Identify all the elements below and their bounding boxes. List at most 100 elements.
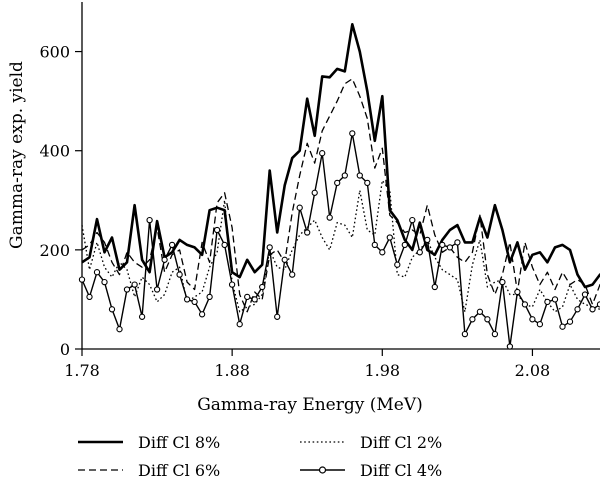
data-point bbox=[161, 256, 168, 263]
data-point bbox=[424, 236, 431, 244]
data-point bbox=[101, 278, 108, 286]
data-point bbox=[514, 288, 521, 296]
data-point bbox=[93, 269, 101, 276]
series-2 bbox=[81, 78, 600, 313]
data-point bbox=[326, 214, 333, 221]
series-line bbox=[81, 78, 600, 313]
data-point bbox=[289, 271, 296, 278]
data-point bbox=[581, 291, 589, 298]
data-point bbox=[506, 343, 514, 350]
data-point bbox=[228, 281, 236, 288]
data-point bbox=[266, 244, 273, 251]
data-point bbox=[416, 249, 423, 256]
data-point bbox=[236, 321, 243, 328]
data-point bbox=[304, 229, 311, 236]
data-point bbox=[401, 241, 408, 249]
data-point bbox=[168, 241, 176, 249]
x-tick-label: 1.88 bbox=[214, 361, 250, 380]
data-point bbox=[244, 293, 251, 301]
y-tick-label: 400 bbox=[39, 142, 70, 161]
data-point bbox=[379, 249, 386, 256]
y-axis-label: Gamma-ray exp. yield bbox=[7, 61, 27, 249]
data-point bbox=[296, 204, 303, 211]
data-point bbox=[536, 321, 544, 328]
data-point bbox=[529, 316, 536, 323]
data-point bbox=[439, 241, 446, 249]
data-point bbox=[274, 313, 281, 320]
legend-label: Diff Cl 8% bbox=[138, 433, 220, 452]
data-point bbox=[431, 283, 438, 291]
data-point bbox=[259, 283, 266, 291]
chart-axes: 0 200 400 600 1.78 1.88 1.98 2.08 bbox=[39, 2, 600, 380]
x-tick-label: 2.08 bbox=[515, 361, 551, 380]
data-point bbox=[138, 313, 146, 320]
legend-item: Diff Cl 6% bbox=[78, 461, 220, 480]
x-tick-label: 1.78 bbox=[64, 361, 100, 380]
data-point bbox=[176, 271, 183, 278]
data-point bbox=[499, 278, 506, 286]
data-point bbox=[589, 306, 596, 313]
series-layer bbox=[78, 23, 600, 350]
legend-item: Diff Cl 8% bbox=[78, 433, 220, 452]
legend-label: Diff Cl 6% bbox=[138, 461, 220, 480]
data-point bbox=[213, 226, 221, 234]
data-point bbox=[461, 330, 469, 338]
data-point bbox=[476, 308, 484, 315]
data-point bbox=[469, 316, 476, 323]
y-tick-label: 200 bbox=[39, 241, 70, 260]
series-4 bbox=[78, 130, 600, 350]
data-point bbox=[394, 261, 401, 268]
data-point bbox=[446, 244, 454, 251]
data-point bbox=[491, 330, 499, 338]
data-point bbox=[574, 306, 581, 313]
x-tick-label: 1.98 bbox=[364, 361, 400, 380]
data-point bbox=[596, 301, 600, 308]
series-1 bbox=[81, 23, 600, 289]
data-point bbox=[341, 172, 348, 179]
data-point bbox=[86, 293, 93, 301]
data-point bbox=[364, 179, 371, 187]
data-point bbox=[311, 189, 318, 196]
y-tick-label: 0 bbox=[60, 340, 70, 359]
series-line bbox=[81, 23, 600, 289]
data-point bbox=[484, 316, 491, 323]
data-point bbox=[153, 286, 161, 293]
data-point bbox=[409, 216, 416, 224]
x-axis-label: Gamma-ray Energy (MeV) bbox=[197, 395, 423, 415]
data-point bbox=[183, 296, 191, 303]
data-point bbox=[386, 234, 393, 241]
data-point bbox=[566, 318, 574, 325]
legend-item: Diff Cl 4% bbox=[300, 461, 442, 480]
data-point bbox=[191, 298, 198, 306]
data-point bbox=[221, 241, 228, 249]
legend-label: Diff Cl 4% bbox=[360, 461, 442, 480]
y-tick-label: 600 bbox=[39, 43, 70, 62]
data-point bbox=[108, 306, 116, 313]
data-point bbox=[551, 296, 559, 303]
data-point bbox=[251, 296, 258, 303]
data-point bbox=[454, 239, 461, 246]
data-point bbox=[206, 293, 213, 301]
data-point bbox=[356, 172, 363, 179]
data-point bbox=[544, 298, 551, 306]
legend-label: Diff Cl 2% bbox=[360, 433, 442, 452]
data-point bbox=[116, 326, 123, 333]
data-point bbox=[349, 130, 356, 137]
data-point bbox=[281, 256, 288, 263]
data-point bbox=[521, 301, 529, 308]
data-point bbox=[371, 241, 378, 249]
data-point bbox=[146, 216, 153, 224]
data-point bbox=[319, 150, 326, 157]
legend: Diff Cl 8% Diff Cl 6% Diff Cl 2% Diff Cl 4% bbox=[78, 433, 442, 480]
data-point bbox=[198, 311, 206, 318]
legend-marker bbox=[318, 466, 327, 474]
data-point bbox=[334, 179, 341, 187]
series-line bbox=[81, 179, 600, 313]
data-point bbox=[559, 323, 566, 330]
data-point bbox=[123, 286, 131, 293]
series-3 bbox=[81, 179, 600, 313]
data-point bbox=[78, 276, 86, 283]
legend-item: Diff Cl 2% bbox=[300, 433, 442, 452]
data-point bbox=[131, 281, 138, 288]
